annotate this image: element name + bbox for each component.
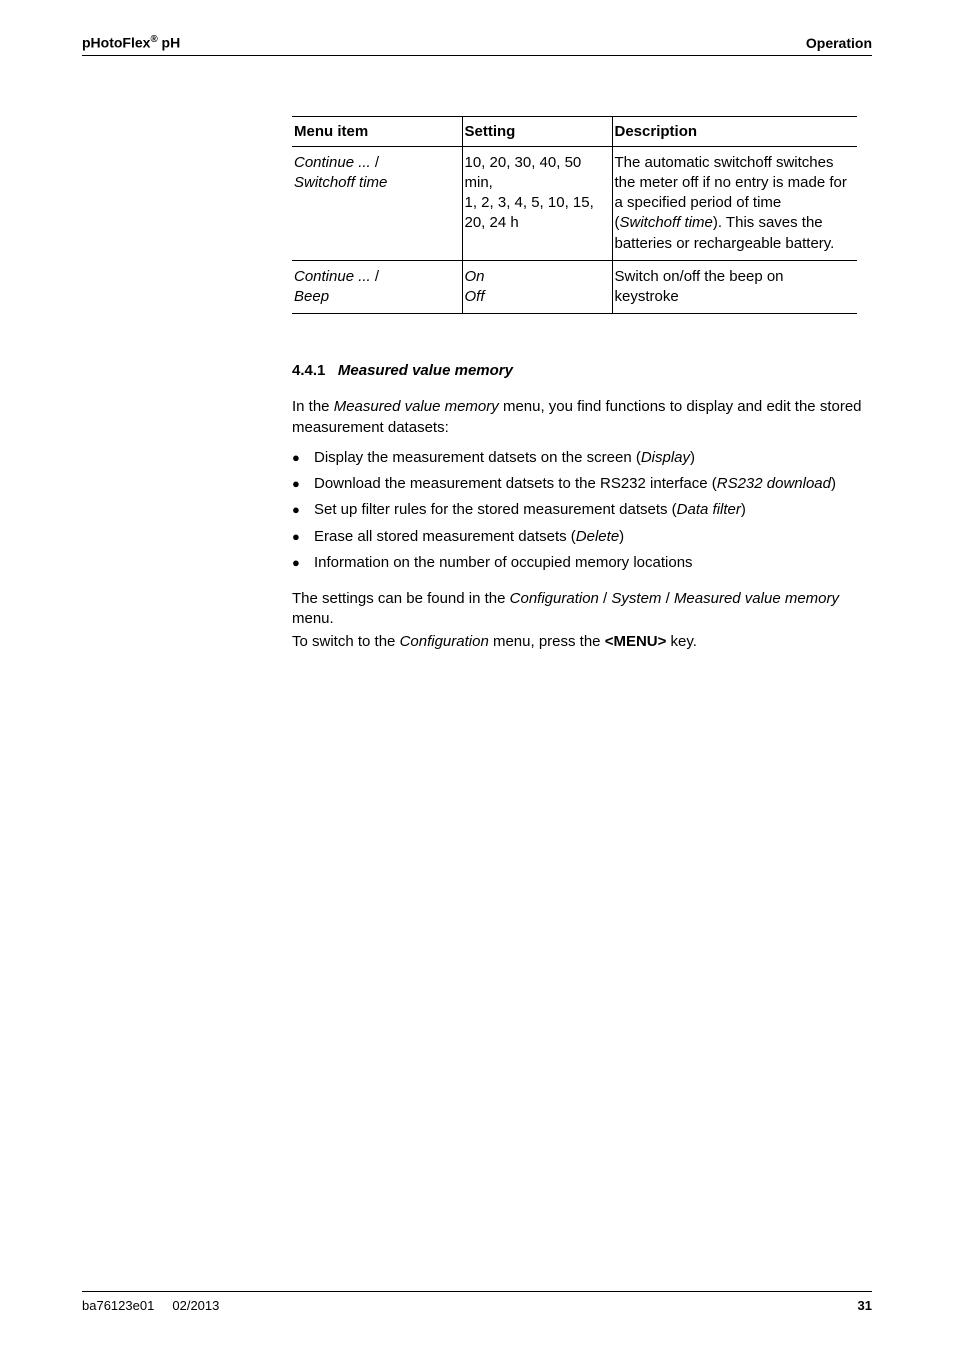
- p3-after: key.: [666, 633, 697, 650]
- list-item: Set up filter rules for the stored measu…: [292, 500, 872, 520]
- desc-italic: Switchoff time: [620, 214, 713, 231]
- p3-mid: menu, press the: [489, 633, 605, 650]
- menu-sep: /: [371, 268, 379, 285]
- p3-italic: Configuration: [400, 633, 489, 650]
- list-item: Display the measurement datsets on the s…: [292, 448, 872, 468]
- settings-table: Menu item Setting Description Continue .…: [292, 116, 857, 315]
- bullet-before: Set up filter rules for the stored measu…: [314, 501, 677, 518]
- list-item: Download the measurement datsets to the …: [292, 474, 872, 494]
- p2-sep2: /: [661, 590, 674, 607]
- content-area: Menu item Setting Description Continue .…: [292, 116, 872, 662]
- footer-left: ba76123e01 02/2013: [82, 1298, 219, 1313]
- table-header-row: Menu item Setting Description: [292, 116, 857, 146]
- list-item: Information on the number of occupied me…: [292, 553, 872, 573]
- bullet-before: Display the measurement datsets on the s…: [314, 449, 641, 466]
- list-item: Erase all stored measurement datsets (De…: [292, 527, 872, 547]
- menu-sep: /: [371, 154, 379, 171]
- menu-prefix: Continue ...: [294, 154, 371, 171]
- th-menu-item: Menu item: [292, 116, 462, 146]
- footer-page-number: 31: [858, 1298, 872, 1313]
- product-name: pHotoFlex: [82, 35, 150, 51]
- section-number: 4.4.1: [292, 362, 325, 379]
- menu-prefix: Continue ...: [294, 268, 371, 285]
- table-row: Continue ... / Switchoff time 10, 20, 30…: [292, 146, 857, 260]
- bullet-italic: Delete: [576, 528, 619, 545]
- registered-mark: ®: [150, 34, 157, 45]
- settings-location-paragraph: The settings can be found in the Configu…: [292, 589, 872, 630]
- th-setting: Setting: [462, 116, 612, 146]
- section-title: Measured value memory: [338, 362, 513, 379]
- intro-italic: Measured value memory: [334, 398, 499, 415]
- cell-menu-item: Continue ... / Beep: [292, 260, 462, 314]
- menu-sub: Beep: [294, 288, 329, 305]
- bullet-after: ): [619, 528, 624, 545]
- bullet-italic: RS232 download: [717, 475, 831, 492]
- header-rule: [82, 55, 872, 56]
- p2-i1: Configuration: [510, 590, 599, 607]
- page-header: pHotoFlex® pH Operation: [82, 34, 872, 55]
- p3-bold: <MENU>: [605, 633, 667, 650]
- menu-sub: Switchoff time: [294, 174, 387, 191]
- th-description: Description: [612, 116, 857, 146]
- section-heading: 4.4.1 Measured value memory: [292, 362, 872, 379]
- table-row: Continue ... / Beep On Off Switch on/off…: [292, 260, 857, 314]
- p2-i3: Measured value memory: [674, 590, 839, 607]
- p2-i2: System: [611, 590, 661, 607]
- bullet-italic: Data filter: [677, 501, 741, 518]
- intro-paragraph: In the Measured value memory menu, you f…: [292, 397, 872, 438]
- bullet-list: Display the measurement datsets on the s…: [292, 448, 872, 573]
- header-right: Operation: [806, 35, 872, 51]
- bullet-after: ): [831, 475, 836, 492]
- header-left: pHotoFlex® pH: [82, 34, 180, 51]
- bullet-after: ): [741, 501, 746, 518]
- footer-date: 02/2013: [172, 1298, 219, 1313]
- product-suffix: pH: [158, 35, 181, 51]
- intro-before: In the: [292, 398, 334, 415]
- menu-key-paragraph: To switch to the Configuration menu, pre…: [292, 632, 872, 652]
- bullet-before: Erase all stored measurement datsets (: [314, 528, 576, 545]
- bullet-before: Download the measurement datsets to the …: [314, 475, 717, 492]
- cell-description: The automatic switchoff switches the met…: [612, 146, 857, 260]
- cell-menu-item: Continue ... / Switchoff time: [292, 146, 462, 260]
- p2-after: menu.: [292, 610, 334, 627]
- bullet-plain: Information on the number of occupied me…: [314, 554, 693, 571]
- cell-setting: 10, 20, 30, 40, 50 min, 1, 2, 3, 4, 5, 1…: [462, 146, 612, 260]
- bullet-italic: Display: [641, 449, 690, 466]
- cell-setting: On Off: [462, 260, 612, 314]
- cell-description: Switch on/off the beep on keystroke: [612, 260, 857, 314]
- footer-doc-id: ba76123e01: [82, 1298, 154, 1313]
- page-footer: ba76123e01 02/2013 31: [82, 1291, 872, 1313]
- p3-before: To switch to the: [292, 633, 400, 650]
- setting-off: Off: [465, 288, 485, 305]
- p2-before: The settings can be found in the: [292, 590, 510, 607]
- bullet-after: ): [690, 449, 695, 466]
- setting-on: On: [465, 268, 485, 285]
- p2-sep1: /: [599, 590, 612, 607]
